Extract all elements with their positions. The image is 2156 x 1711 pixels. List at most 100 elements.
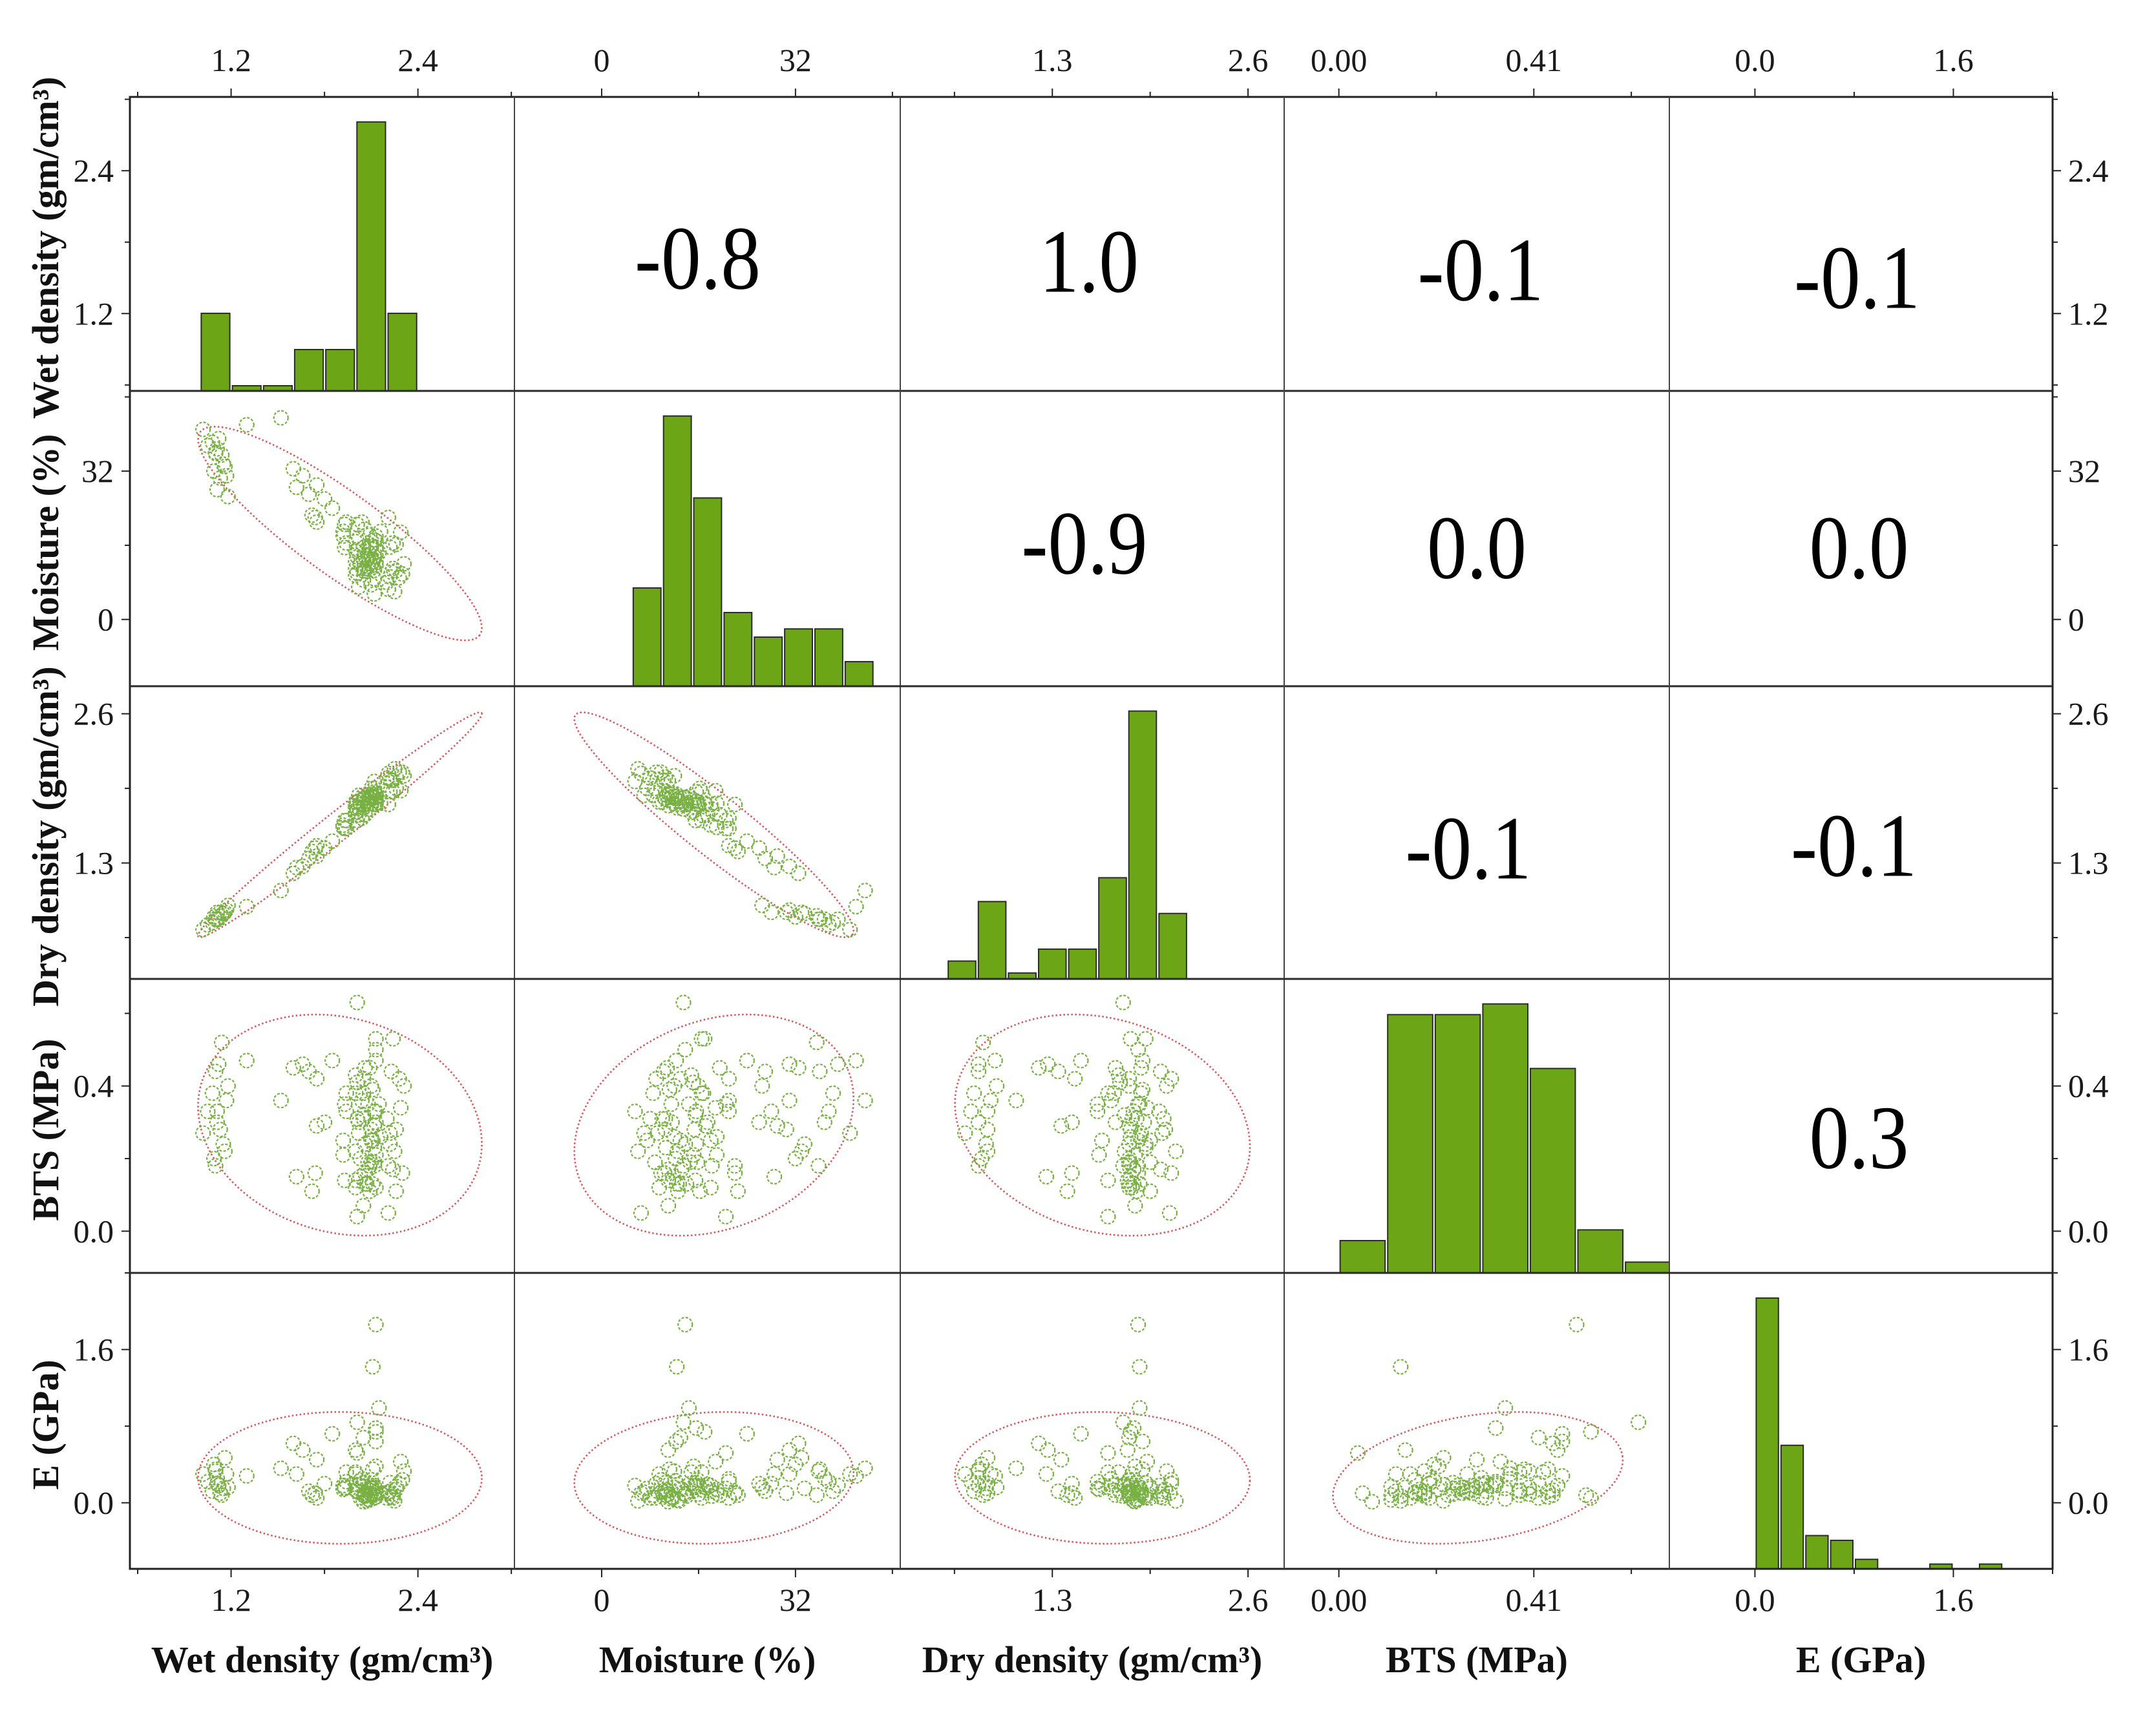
scatter-point	[708, 1100, 724, 1116]
scatter-point	[988, 1479, 1005, 1496]
histogram-bar	[1068, 948, 1097, 979]
scatter-point	[630, 1143, 646, 1159]
scatter-point	[830, 1056, 846, 1073]
scatter-point	[1388, 1466, 1404, 1482]
scatter-point	[396, 1078, 412, 1094]
scatter-point	[703, 1179, 719, 1196]
scatter-point	[388, 1478, 405, 1495]
scatter-point	[668, 1433, 684, 1449]
scatter-point	[665, 1490, 681, 1506]
scatter-point	[1478, 1490, 1494, 1506]
scatter-point	[688, 812, 704, 828]
scatter-point	[739, 1053, 756, 1069]
scatter-point	[1393, 1488, 1409, 1504]
scatter-point	[1154, 1125, 1170, 1141]
scatter-point	[1157, 1121, 1174, 1138]
scatter-point	[207, 1064, 224, 1080]
scatter-point	[368, 790, 384, 806]
scatter-point	[812, 1064, 828, 1080]
scatter-point	[672, 790, 688, 806]
scatter-point	[396, 1463, 412, 1479]
scatter-point	[1569, 1316, 1585, 1333]
x-tick-label-top: 1.6	[1933, 42, 1974, 78]
scatter-point	[372, 523, 388, 540]
scatter-point	[1530, 1476, 1547, 1492]
scatter-point	[658, 1140, 674, 1156]
scatter-point	[1094, 1132, 1110, 1149]
scatter-point	[657, 1165, 673, 1181]
scatter-point	[361, 1488, 378, 1504]
scatter-point	[212, 1485, 228, 1501]
scatter-point	[324, 833, 341, 849]
scatter-point	[307, 1165, 323, 1181]
scatter-point	[1450, 1480, 1466, 1496]
scatter-point	[337, 812, 353, 828]
scatter-point	[220, 1479, 236, 1496]
scatter-point	[368, 1423, 384, 1440]
scatter-point	[683, 1067, 699, 1084]
scatter-point	[372, 1485, 388, 1501]
histogram-bar	[662, 415, 692, 686]
scatter-point	[218, 1093, 235, 1109]
scatter-point	[209, 911, 225, 927]
scatter-point	[653, 1165, 669, 1181]
scatter-point	[688, 1107, 704, 1123]
y-tick-label-left: 1.2	[74, 295, 114, 331]
scatter-point	[842, 1466, 858, 1482]
scatter-point	[697, 795, 713, 812]
histogram-bar	[977, 901, 1007, 979]
scatter-point	[195, 1125, 211, 1141]
scatter-point	[309, 514, 325, 530]
scatter-point	[645, 1085, 661, 1102]
scatter-point	[365, 1176, 381, 1192]
scatter-point	[211, 430, 227, 447]
scatter-point	[207, 911, 224, 927]
scatter-point	[726, 796, 743, 813]
scatter-point	[295, 468, 311, 484]
scatter-cell	[573, 711, 873, 938]
scatter-point	[307, 840, 323, 856]
scatter-point	[350, 530, 367, 547]
scatter-point	[633, 765, 650, 782]
scatter-point	[380, 796, 397, 813]
scatter-point	[647, 1154, 663, 1170]
scatter-point	[717, 812, 734, 828]
scatter-point	[781, 1093, 798, 1109]
scatter-point	[1121, 1118, 1137, 1134]
scatter-point	[1383, 1487, 1399, 1503]
scatter-point	[1497, 1491, 1514, 1507]
scatter-point	[368, 1420, 384, 1436]
scatter-point	[382, 1125, 398, 1141]
scatter-point	[642, 770, 659, 786]
scatter-point	[682, 1154, 698, 1170]
scatter-point	[368, 1316, 384, 1333]
scatter-point	[1421, 1472, 1437, 1488]
scatter-point	[721, 1103, 737, 1120]
scatter-point	[349, 1414, 365, 1431]
scatter-point	[979, 1476, 996, 1492]
correlation-value: 0.0	[1810, 497, 1909, 598]
scatter-point	[751, 1476, 767, 1492]
histogram-bar	[1098, 877, 1127, 979]
histogram-bar	[784, 628, 813, 686]
scatter-point	[669, 1359, 685, 1375]
x-tick-label-bottom: 2.4	[397, 1582, 438, 1618]
scatter-point	[1393, 1493, 1409, 1509]
y-tick-label-left: 0.4	[74, 1068, 114, 1104]
confidence-ellipse	[954, 1013, 1251, 1237]
scatter-point	[677, 1486, 693, 1502]
scatter-point	[657, 1111, 673, 1127]
scatter-point	[697, 1423, 713, 1440]
scatter-point	[350, 1114, 367, 1131]
x-tick-label-bottom: 1.6	[1933, 1582, 1974, 1618]
scatter-point	[288, 479, 304, 496]
scatter-point	[685, 803, 701, 819]
scatter-point	[200, 437, 216, 454]
scatter-point	[1115, 994, 1131, 1011]
scatter-point	[1103, 1471, 1119, 1487]
y-tick-label-right: 1.3	[2068, 845, 2109, 881]
scatter-point	[238, 898, 255, 915]
scatter-point	[668, 1473, 684, 1489]
scatter-point	[386, 583, 403, 600]
histogram-bar	[1577, 1229, 1624, 1273]
